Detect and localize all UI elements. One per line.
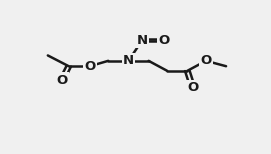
Text: O: O [84,60,95,73]
Text: N: N [137,34,148,47]
Text: O: O [159,34,170,47]
Text: O: O [200,54,212,67]
Text: O: O [56,74,67,87]
Text: O: O [187,81,198,94]
Text: N: N [123,54,134,67]
